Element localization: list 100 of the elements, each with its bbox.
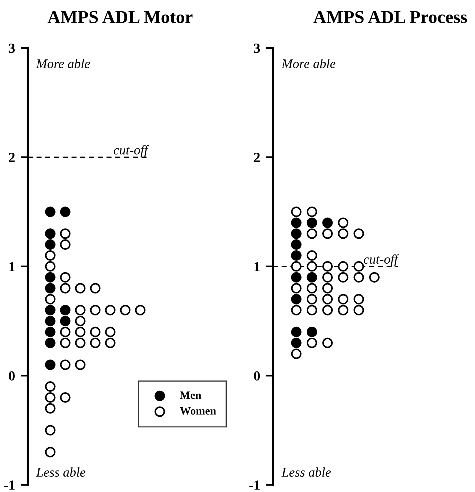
y-tick-label: 3 <box>254 44 260 54</box>
point <box>75 316 86 327</box>
point <box>322 338 334 348</box>
point <box>338 261 349 272</box>
point <box>75 360 86 370</box>
y-tick-label: -1 <box>250 480 260 490</box>
point <box>75 305 86 316</box>
point <box>338 305 349 316</box>
point <box>45 316 56 327</box>
point <box>291 218 302 228</box>
point <box>322 294 334 305</box>
point <box>306 305 318 316</box>
point <box>60 360 71 370</box>
point <box>60 228 71 240</box>
point <box>354 228 364 240</box>
point <box>75 338 86 348</box>
point <box>291 348 302 360</box>
point <box>306 250 318 262</box>
annotation: More able <box>282 59 336 68</box>
point <box>322 218 334 228</box>
point <box>45 272 56 283</box>
point <box>291 305 302 316</box>
y-tick-label: -1 <box>4 480 15 490</box>
point <box>291 338 302 348</box>
point <box>45 206 56 218</box>
y-tick-label: 0 <box>9 371 15 381</box>
point <box>105 305 116 316</box>
point <box>45 447 56 458</box>
point <box>90 326 101 338</box>
point <box>60 316 71 327</box>
point <box>306 338 318 348</box>
point <box>90 305 101 316</box>
ref-line-label: cut-off <box>364 254 400 267</box>
y-tick-label: 2 <box>254 153 260 162</box>
point <box>354 294 364 305</box>
point <box>291 326 302 338</box>
point <box>105 338 116 348</box>
point <box>322 261 334 272</box>
chart-title: AMPS ADL Motor <box>48 11 193 24</box>
point <box>45 360 56 370</box>
annotation: More able <box>36 59 90 68</box>
annotation: Less able <box>36 468 86 477</box>
point <box>338 272 349 283</box>
point <box>291 250 302 262</box>
point <box>338 218 349 228</box>
annotation: Less able <box>282 468 332 477</box>
y-tick-label: 3 <box>9 44 16 54</box>
point <box>60 272 71 283</box>
point <box>60 283 71 294</box>
point <box>120 305 131 316</box>
point <box>45 382 56 392</box>
point <box>45 228 56 240</box>
point <box>322 228 334 240</box>
point <box>60 392 71 403</box>
chart-title: AMPS ADL Process <box>314 11 468 24</box>
point <box>45 338 56 348</box>
point <box>45 261 56 272</box>
point <box>306 326 318 338</box>
point <box>291 272 302 283</box>
point <box>45 305 56 316</box>
point <box>105 326 116 338</box>
point <box>45 326 56 338</box>
point <box>75 326 86 338</box>
point <box>60 305 71 316</box>
point <box>306 218 318 228</box>
point <box>306 261 318 272</box>
point <box>322 272 334 283</box>
y-tick-label: 1 <box>10 262 15 272</box>
ref-line-label: cut-off <box>114 145 150 158</box>
point <box>291 294 302 305</box>
point <box>291 206 302 218</box>
point <box>45 403 56 414</box>
point <box>338 294 349 305</box>
point <box>90 283 101 294</box>
point <box>135 305 146 316</box>
point <box>291 283 302 294</box>
point <box>60 240 71 250</box>
point <box>60 206 71 218</box>
point <box>306 294 318 305</box>
legend-label: Women <box>180 407 216 415</box>
point <box>60 338 71 348</box>
point <box>354 305 364 316</box>
point <box>291 228 302 240</box>
point <box>322 305 334 316</box>
point <box>338 228 349 240</box>
point <box>45 425 56 436</box>
point <box>306 283 318 294</box>
y-tick-label: 1 <box>254 262 260 272</box>
point <box>291 261 302 272</box>
point <box>322 283 334 294</box>
point <box>354 272 364 283</box>
point <box>291 240 302 250</box>
point <box>354 261 364 272</box>
point <box>45 283 56 294</box>
point <box>369 272 380 283</box>
y-tick-label: 2 <box>9 153 15 162</box>
point <box>45 240 56 250</box>
point <box>306 228 318 240</box>
point <box>45 392 56 403</box>
point <box>90 338 101 348</box>
